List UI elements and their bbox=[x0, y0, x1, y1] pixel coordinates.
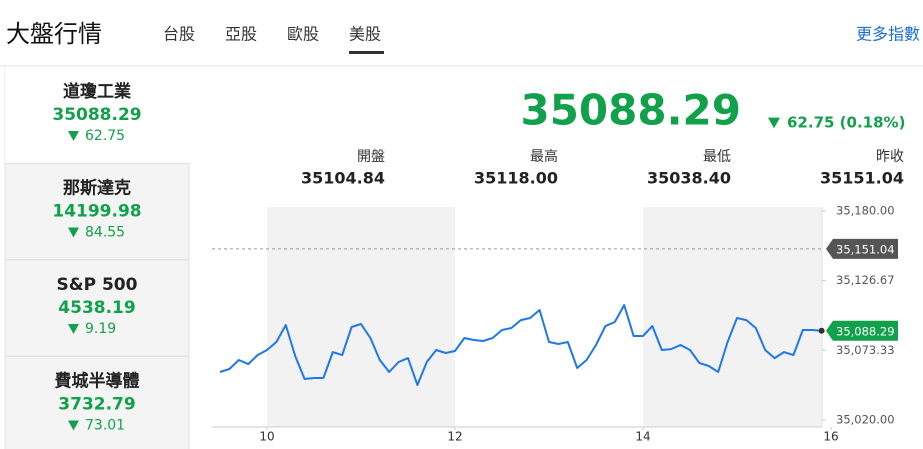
stat-value: 35151.04 bbox=[820, 169, 904, 188]
x-tick-label: 12 bbox=[447, 430, 462, 444]
index-change: 73.01 bbox=[85, 418, 125, 434]
index-change: 9.19 bbox=[85, 321, 116, 337]
stat-label: 昨收 bbox=[876, 149, 904, 165]
change-arrow bbox=[68, 131, 79, 141]
index-value: 14199.98 bbox=[52, 202, 141, 222]
y-tick-label: 35,073.33 bbox=[836, 343, 895, 357]
quote-change: 62.75 (0.18%) bbox=[787, 114, 905, 132]
x-tick-label: 16 bbox=[823, 430, 838, 444]
x-tick-label: 10 bbox=[259, 430, 274, 444]
index-card[interactable] bbox=[4, 356, 190, 449]
session-band bbox=[266, 207, 456, 427]
stat-label: 開盤 bbox=[357, 149, 385, 165]
stat-label: 最高 bbox=[530, 148, 558, 165]
change-arrow bbox=[68, 227, 79, 238]
index-change: 84.55 bbox=[85, 225, 125, 241]
reference-tag bbox=[826, 238, 898, 259]
change-arrow bbox=[68, 324, 79, 334]
index-value: 35088.29 bbox=[52, 105, 141, 125]
index-card[interactable] bbox=[5, 67, 189, 163]
y-tick-label: 35,180.00 bbox=[836, 204, 895, 218]
last-point bbox=[818, 327, 825, 334]
index-value: 4538.19 bbox=[58, 298, 135, 318]
quote-price: 35088.29 bbox=[520, 86, 741, 135]
y-tick-label: 35,020.00 bbox=[836, 412, 895, 426]
active-tab-underline bbox=[349, 51, 384, 54]
tab[interactable]: 歐股 bbox=[287, 25, 319, 44]
stat-value: 35038.40 bbox=[647, 169, 731, 188]
index-value: 3732.79 bbox=[58, 395, 135, 415]
last-value-label: 35,088.29 bbox=[836, 324, 895, 338]
index-name: S&P 500 bbox=[57, 275, 138, 295]
tab[interactable]: 美股 bbox=[349, 25, 381, 44]
page-title: 大盤行情 bbox=[6, 20, 102, 48]
index-card[interactable] bbox=[4, 259, 190, 357]
stat-value: 35118.00 bbox=[474, 169, 558, 188]
price-line bbox=[219, 304, 822, 386]
stat-label: 最低 bbox=[703, 149, 731, 165]
more-link[interactable]: 更多指數 bbox=[856, 25, 920, 44]
index-change: 62.75 bbox=[85, 128, 125, 144]
tab[interactable]: 台股 bbox=[163, 25, 195, 44]
last-value-tag bbox=[826, 320, 898, 341]
tab[interactable]: 亞股 bbox=[225, 25, 257, 44]
session-band bbox=[643, 207, 822, 427]
index-name: 道瓊工業 bbox=[63, 81, 131, 102]
change-arrow bbox=[68, 420, 79, 431]
change-arrow bbox=[768, 117, 780, 129]
y-tick-label: 35,126.67 bbox=[836, 273, 895, 287]
index-name: 費城半導體 bbox=[55, 371, 140, 392]
reference-label: 35,151.04 bbox=[836, 242, 895, 256]
index-name: 那斯達克 bbox=[63, 178, 131, 199]
stat-value: 35104.84 bbox=[301, 169, 385, 188]
x-tick-label: 14 bbox=[635, 430, 650, 444]
